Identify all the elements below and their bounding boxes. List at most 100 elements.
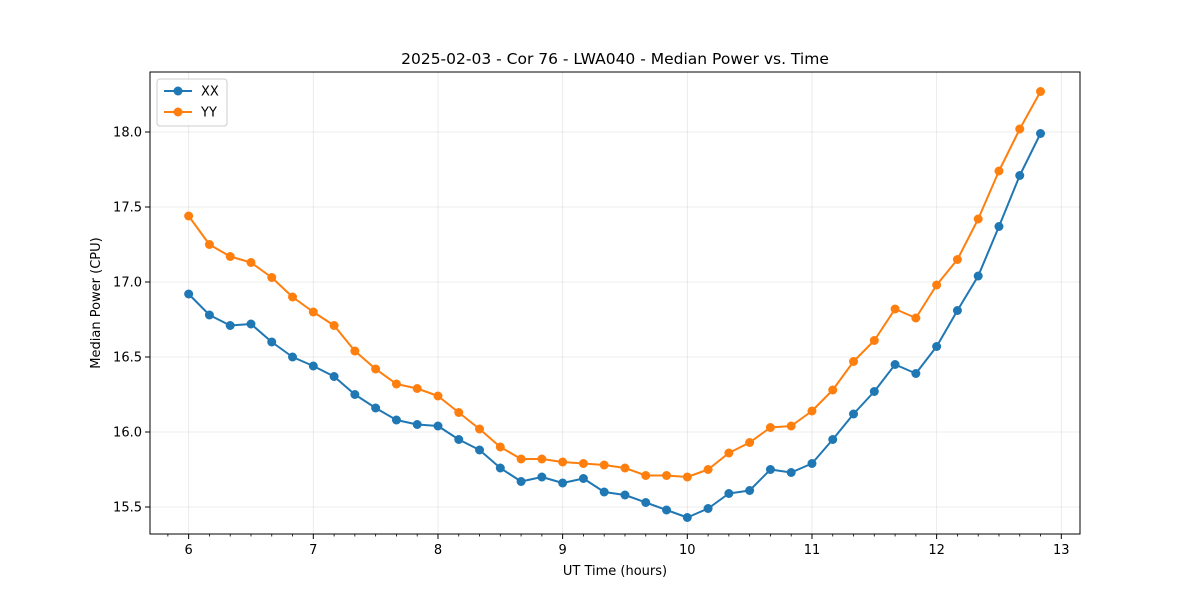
data-point-xx	[204, 310, 214, 320]
data-point-xx	[828, 435, 838, 444]
data-point-yy	[371, 364, 381, 374]
data-point-xx	[184, 289, 194, 299]
data-point-xx	[869, 387, 879, 396]
data-point-yy	[786, 421, 796, 431]
chart-title: 2025-02-03 - Cor 76 - LWA040 - Median Po…	[401, 50, 829, 68]
data-point-xx	[703, 504, 713, 513]
legend-marker-yy	[173, 107, 183, 117]
x-tick-label: 10	[679, 543, 696, 558]
data-point-xx	[225, 321, 235, 330]
data-point-yy	[558, 457, 568, 467]
y-tick-label: 15.5	[113, 501, 142, 516]
y-tick-label: 16.0	[113, 426, 142, 441]
data-point-yy	[495, 442, 505, 452]
data-point-yy	[828, 385, 838, 395]
legend-label-xx: XX	[201, 85, 219, 100]
data-point-yy	[578, 459, 588, 468]
y-axis-label: Median Power (CPU)	[89, 237, 104, 368]
x-tick-label: 9	[559, 543, 567, 558]
data-point-xx	[537, 472, 547, 482]
data-point-yy	[204, 240, 214, 249]
data-point-xx	[433, 421, 443, 431]
data-point-xx	[662, 505, 672, 515]
data-point-xx	[1015, 171, 1025, 180]
y-tick-label: 16.5	[113, 351, 142, 366]
data-point-xx	[578, 474, 588, 483]
data-point-xx	[329, 372, 339, 381]
data-point-xx	[620, 490, 630, 500]
data-point-xx	[994, 222, 1004, 231]
data-point-xx	[391, 415, 401, 425]
data-point-yy	[911, 313, 921, 323]
data-point-yy	[267, 273, 277, 282]
data-point-yy	[994, 166, 1004, 176]
data-point-xx	[308, 361, 318, 371]
data-point-yy	[454, 408, 464, 417]
data-point-xx	[412, 420, 422, 429]
x-tick-label: 6	[185, 543, 193, 558]
data-point-yy	[350, 346, 360, 356]
x-axis-label: UT Time (hours)	[563, 564, 667, 579]
data-point-yy	[412, 384, 422, 393]
data-point-yy	[973, 214, 983, 224]
data-point-xx	[849, 409, 859, 419]
data-point-yy	[1036, 87, 1046, 96]
data-point-yy	[932, 280, 942, 290]
x-tick-label: 7	[309, 543, 317, 558]
data-point-xx	[641, 498, 651, 507]
x-tick-label: 8	[434, 543, 442, 558]
legend-marker-xx	[173, 86, 183, 96]
data-point-yy	[620, 463, 630, 473]
data-point-yy	[288, 292, 298, 302]
y-tick-label: 17.0	[113, 276, 142, 291]
data-point-xx	[1036, 129, 1046, 138]
data-point-yy	[765, 423, 775, 432]
y-tick-label: 17.5	[113, 201, 142, 216]
data-point-yy	[682, 472, 692, 482]
x-tick-label: 11	[804, 543, 821, 558]
grid	[150, 72, 1080, 534]
data-point-xx	[371, 403, 381, 413]
data-point-yy	[184, 211, 194, 221]
data-point-yy	[475, 424, 485, 434]
data-point-xx	[765, 465, 775, 474]
data-point-yy	[703, 465, 713, 474]
data-point-xx	[973, 271, 983, 281]
data-point-yy	[1015, 124, 1025, 134]
data-point-yy	[516, 454, 526, 464]
y-tick-label: 18.0	[113, 126, 142, 141]
data-point-xx	[516, 477, 526, 486]
data-point-xx	[807, 459, 817, 468]
legend: XX YY	[156, 78, 228, 127]
data-point-xx	[558, 478, 568, 488]
legend-label-yy: YY	[200, 106, 217, 121]
data-point-xx	[454, 435, 464, 444]
data-point-yy	[433, 391, 443, 401]
data-point-xx	[786, 468, 796, 477]
data-point-xx	[288, 352, 298, 362]
data-point-yy	[662, 471, 672, 480]
data-point-xx	[682, 513, 692, 522]
data-point-yy	[745, 438, 755, 447]
data-point-yy	[329, 321, 339, 330]
data-point-yy	[869, 336, 879, 345]
x-tick-label: 13	[1053, 543, 1070, 558]
x-tick-label: 12	[928, 543, 945, 558]
data-point-xx	[932, 342, 942, 351]
data-point-xx	[475, 445, 485, 455]
plot-frame	[149, 71, 1081, 535]
data-point-yy	[890, 304, 900, 314]
data-point-yy	[724, 448, 734, 458]
data-point-xx	[745, 486, 755, 495]
data-point-xx	[495, 463, 505, 473]
data-point-yy	[952, 255, 962, 264]
data-point-xx	[952, 306, 962, 315]
data-point-yy	[225, 252, 235, 261]
data-point-xx	[890, 360, 900, 369]
series-layer	[184, 87, 1046, 522]
data-point-yy	[246, 258, 256, 267]
data-point-xx	[724, 489, 734, 498]
data-point-yy	[391, 379, 401, 389]
